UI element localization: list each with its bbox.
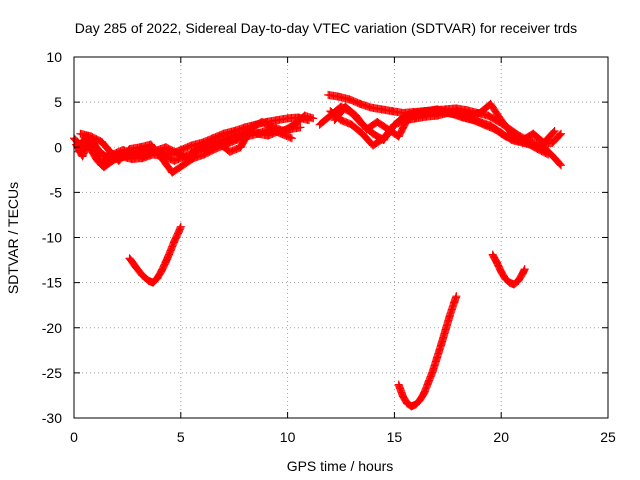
x-tick-label: 10 [280,429,296,445]
series-arc-low-3 [488,250,529,289]
x-tick-label: 5 [177,429,185,445]
data-point [555,159,564,168]
series-arc-main-4 [76,111,318,163]
data-point [542,149,551,158]
x-axis-title: GPS time / hours [287,458,394,474]
data-point [191,145,200,154]
y-axis-title: SDTVAR / TECUs [5,182,21,294]
x-tick-label: 0 [70,429,78,445]
x-tick-label: 20 [493,429,509,445]
x-tick-label: 15 [387,429,403,445]
data-point [550,127,559,136]
y-tick-label: -15 [42,275,62,291]
series-arc-low-1 [125,222,185,287]
data-point [557,129,566,138]
y-tick-label: -30 [42,410,62,426]
data-point [557,161,566,170]
chart-title: Day 285 of 2022, Sidereal Day-to-day VTE… [75,20,577,36]
data-point [556,160,565,169]
data-point [309,114,318,123]
y-tick-label: 10 [46,49,62,65]
y-tick-label: -5 [50,184,63,200]
axis-ticks: 0 5 10 15 20 25 -30 -25 -20 -15 -10 -5 0 5 10 [42,49,616,445]
data-point [556,130,565,139]
data-point [287,134,296,143]
y-tick-label: 0 [54,139,62,155]
y-tick-label: -25 [42,365,62,381]
data-point [404,112,413,121]
data-points [70,90,566,411]
data-point [555,131,564,140]
series-arc-mid-4 [330,102,553,159]
data-point [452,292,461,301]
x-tick-label: 25 [600,429,616,445]
data-point [544,150,553,159]
data-point [296,123,305,132]
y-tick-label: -20 [42,320,62,336]
data-point [176,222,185,231]
data-point [520,265,529,274]
data-point [549,128,558,137]
y-tick-label: -10 [42,230,62,246]
series-arc-low-2 [394,292,461,411]
y-tick-label: 5 [54,94,62,110]
